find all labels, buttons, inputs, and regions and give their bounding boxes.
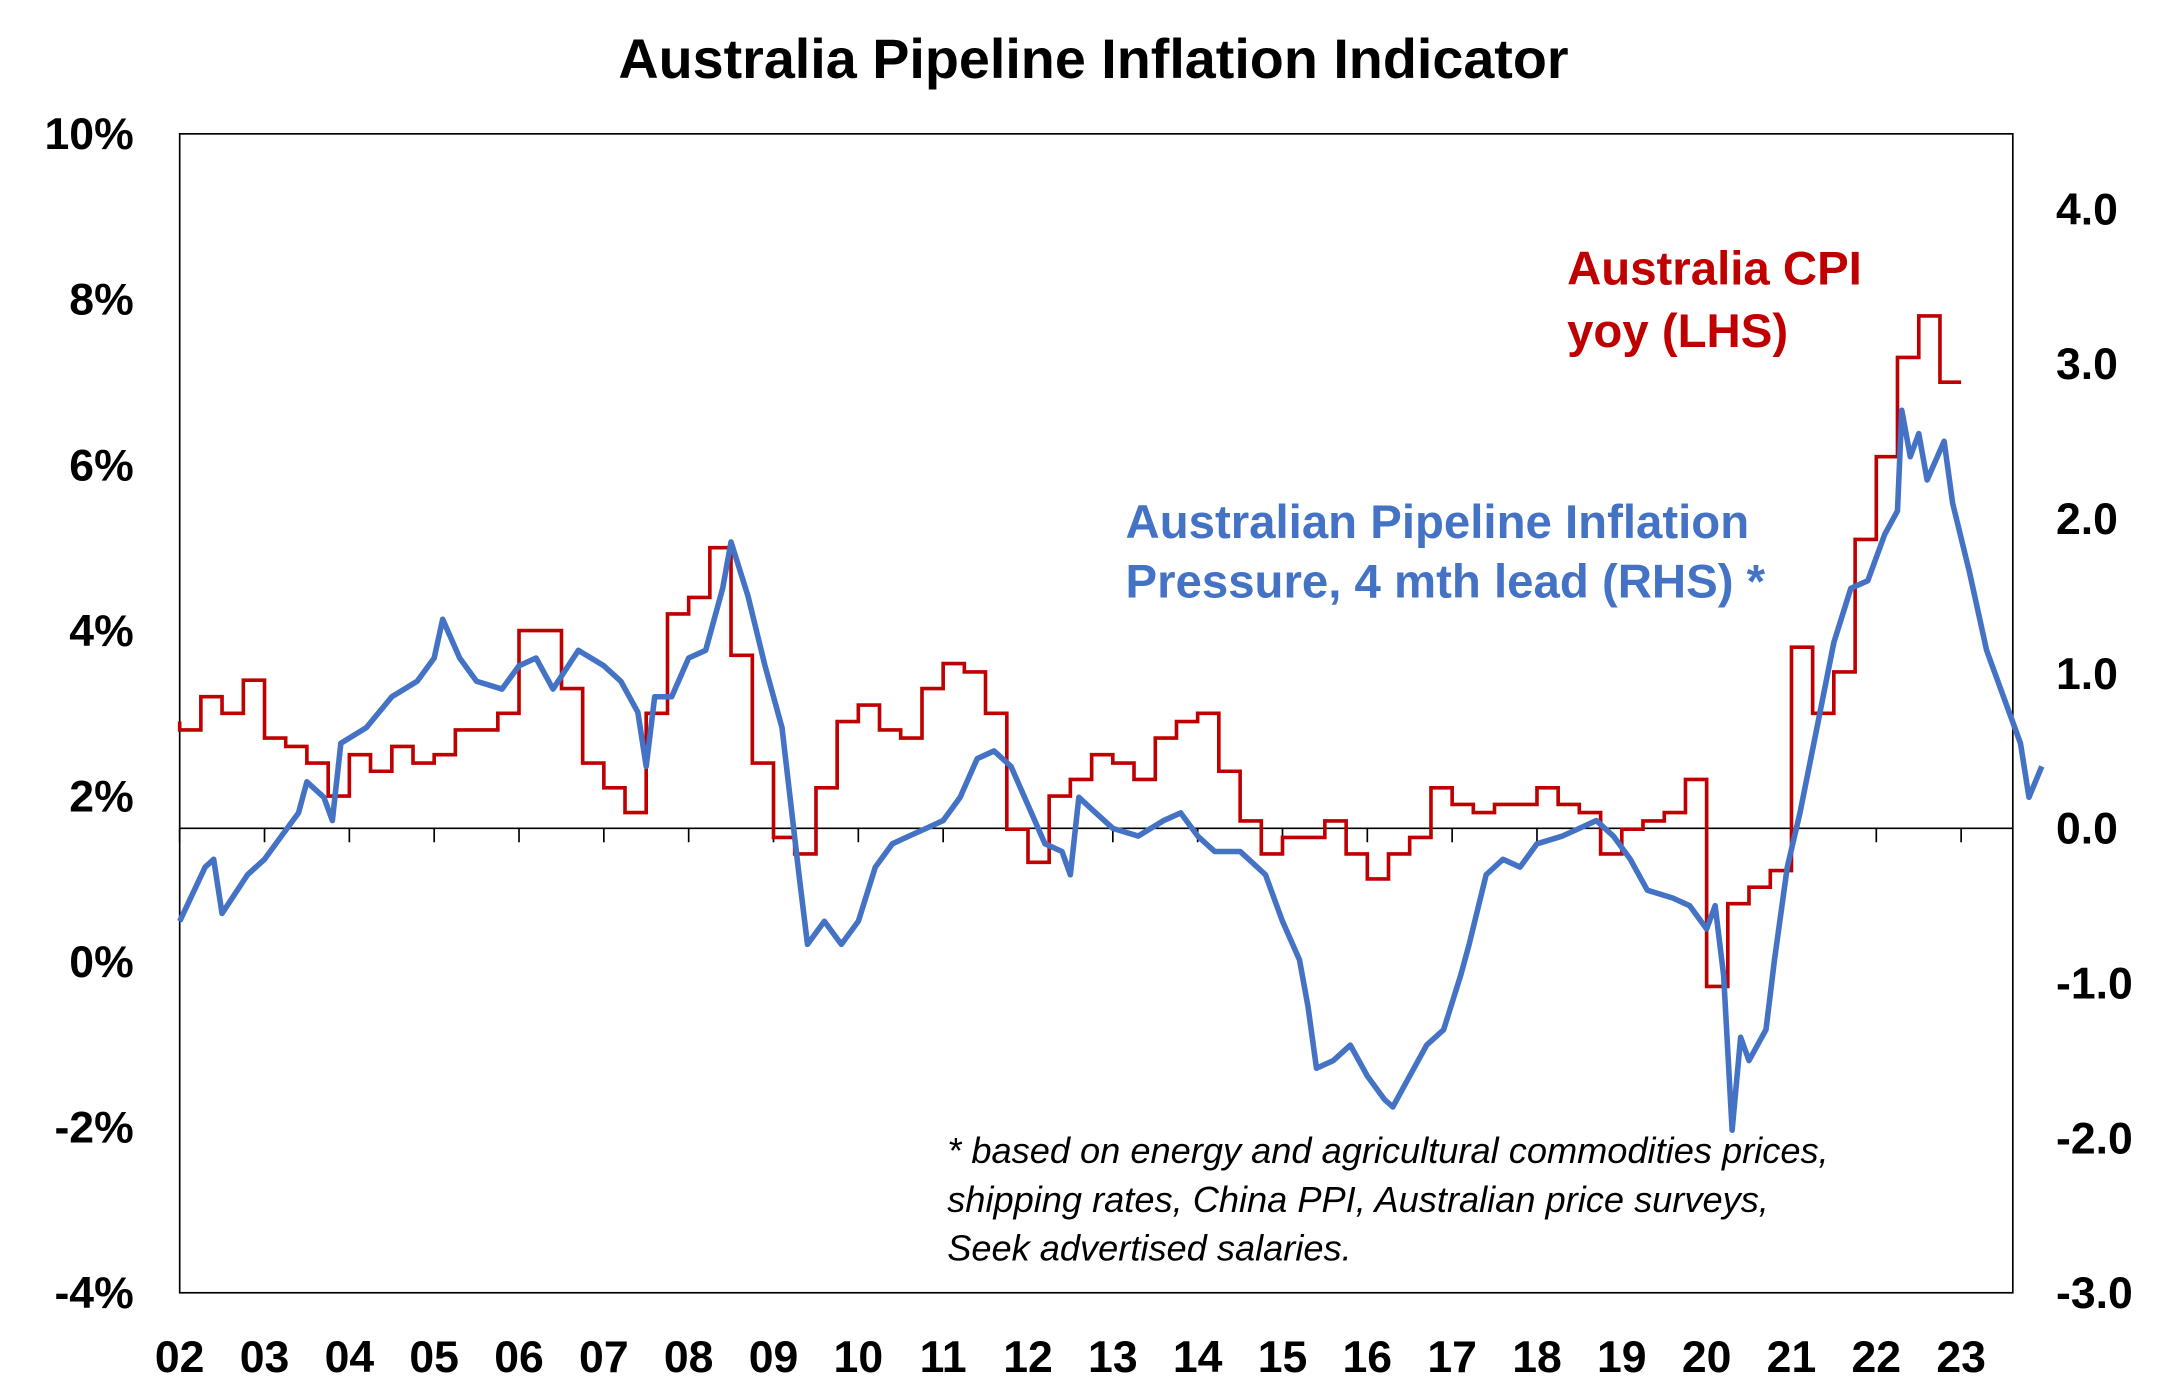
x-tick-label: 17: [1427, 1333, 1477, 1382]
right-tick-label: -3.0: [2056, 1269, 2133, 1318]
x-tick-label: 12: [1003, 1333, 1053, 1382]
x-tick-label: 03: [240, 1333, 290, 1382]
x-tick-label: 23: [1936, 1333, 1986, 1382]
left-tick-label: -2%: [54, 1104, 133, 1153]
cpi-series-line: [177, 314, 1962, 989]
right-tick-label: 0.0: [2056, 805, 2118, 854]
left-tick-label: 4%: [69, 607, 133, 656]
left-tick-label: 6%: [69, 441, 133, 490]
left-tick-label: -4%: [54, 1269, 133, 1318]
left-tick-label: 10%: [45, 110, 134, 159]
right-tick-label: 3.0: [2056, 340, 2118, 389]
cpi-series-label-line2: yoy (LHS): [1567, 305, 1788, 358]
right-tick-label: 2.0: [2056, 495, 2118, 544]
left-tick-label: 0%: [69, 938, 133, 987]
x-tick-label: 18: [1512, 1333, 1562, 1382]
x-tick-label: 09: [749, 1333, 799, 1382]
x-tick-label: 08: [664, 1333, 714, 1382]
x-tick-label: 04: [325, 1333, 375, 1382]
x-tick-label: 16: [1343, 1333, 1393, 1382]
cpi-series-label-line1: Australia CPI: [1567, 242, 1862, 295]
axes: 10% 8% 6% 4% 2% 0% -2% -4% 4.0 3.0 2.0 1.0 0.0 -1.0 -2…: [45, 110, 2133, 1382]
x-tick-label: 22: [1852, 1333, 1902, 1382]
x-tick-label: 10: [834, 1333, 884, 1382]
right-tick-label: -1.0: [2056, 959, 2133, 1008]
left-tick-label: 8%: [69, 276, 133, 325]
x-tick-label: 02: [155, 1333, 205, 1382]
x-tick-label: 07: [579, 1333, 629, 1382]
plot-area: [178, 133, 2014, 1294]
series-layer: [177, 314, 2045, 1134]
x-tick-label: 05: [409, 1333, 459, 1382]
x-tick-label: 19: [1597, 1333, 1647, 1382]
x-tick-label: 15: [1258, 1333, 1308, 1382]
right-tick-label: 1.0: [2056, 650, 2118, 699]
x-tick-label: 13: [1088, 1333, 1138, 1382]
chart-title: Australia Pipeline Inflation Indicator: [618, 28, 1568, 90]
x-tick-label: 21: [1767, 1333, 1817, 1382]
x-tick-label: 11: [920, 1333, 967, 1382]
pipeline-series-label-line1: Australian Pipeline Inflation: [1126, 496, 1750, 549]
footnote-line1: * based on energy and agricultural commo…: [947, 1130, 1828, 1171]
pipeline-series-line: [177, 407, 2045, 1134]
footnote-line3: Seek advertised salaries.: [947, 1228, 1351, 1269]
right-tick-label: -2.0: [2056, 1114, 2133, 1163]
pipeline-series-label-line2: Pressure, 4 mth lead (RHS) *: [1126, 556, 1766, 609]
x-tick-label: 06: [494, 1333, 544, 1382]
footnote-line2: shipping rates, China PPI, Australian pr…: [947, 1179, 1769, 1220]
x-tick-label: 20: [1682, 1333, 1732, 1382]
x-tick-label: 14: [1173, 1333, 1223, 1382]
right-tick-label: 4.0: [2056, 185, 2118, 234]
left-tick-label: 2%: [69, 772, 133, 821]
